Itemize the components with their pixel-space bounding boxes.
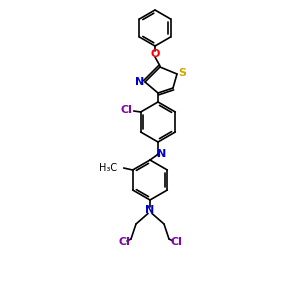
Text: S: S (178, 68, 186, 78)
Text: O: O (150, 49, 160, 59)
Text: Cl: Cl (118, 237, 130, 247)
Text: Cl: Cl (170, 237, 182, 247)
Text: N: N (135, 77, 145, 87)
Text: H₃C: H₃C (99, 163, 117, 173)
Text: N: N (146, 205, 154, 215)
Text: Cl: Cl (121, 105, 133, 115)
Text: N: N (158, 149, 166, 159)
